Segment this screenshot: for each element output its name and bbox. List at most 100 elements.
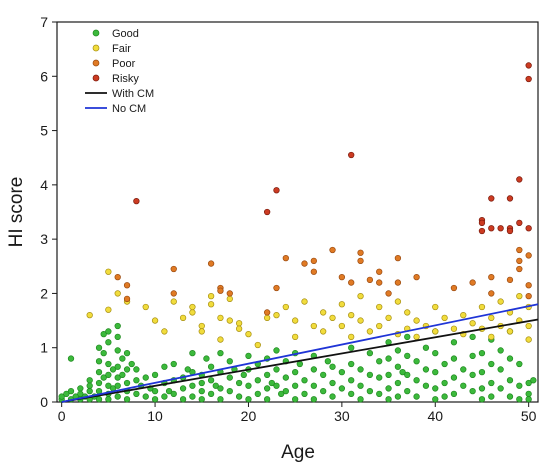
good-point-132 xyxy=(348,344,355,351)
fair-point-31 xyxy=(320,309,327,316)
good-point-192 xyxy=(497,366,504,373)
good-point-59 xyxy=(161,363,168,370)
good-point-63 xyxy=(170,360,177,368)
risky-point-8 xyxy=(488,225,495,232)
good-point-21 xyxy=(95,396,103,403)
x-tick-label-0: 0 xyxy=(58,408,66,424)
good-point-141 xyxy=(366,387,374,395)
good-point-152 xyxy=(394,379,402,387)
fair-point-70 xyxy=(525,336,532,343)
fair-point-69 xyxy=(525,322,532,330)
good-point-49 xyxy=(133,366,140,373)
good-point-112 xyxy=(282,387,289,395)
regression-lines xyxy=(61,303,539,403)
fair-point-1 xyxy=(105,268,112,275)
fair-point-34 xyxy=(338,301,346,308)
poor-point-0 xyxy=(114,273,121,281)
fair-point-32 xyxy=(320,328,327,335)
y-tick-label-4: 4 xyxy=(40,177,48,193)
good-point-47 xyxy=(123,396,131,403)
fair-point-0 xyxy=(86,311,93,319)
no-cm-trend-line xyxy=(61,303,539,403)
good-point-146 xyxy=(385,355,392,362)
good-point-89 xyxy=(226,387,233,395)
good-point-73 xyxy=(189,393,196,400)
good-point-198 xyxy=(516,360,523,368)
good-point-79 xyxy=(207,363,215,370)
good-point-37 xyxy=(114,363,121,370)
good-point-24 xyxy=(100,374,107,381)
fair-point-15 xyxy=(207,301,215,308)
with-cm-trend-line xyxy=(61,318,539,403)
fair-point-35 xyxy=(338,322,346,330)
good-point-72 xyxy=(189,382,196,389)
fair-point-44 xyxy=(394,298,402,305)
legend-marker-risky xyxy=(92,74,100,82)
legend-label-no-cm: No CM xyxy=(112,103,146,115)
legend-label-good: Good xyxy=(112,28,139,40)
fair-point-54 xyxy=(450,325,458,332)
fair-point-20 xyxy=(235,320,243,327)
poor-point-2 xyxy=(123,295,131,303)
good-point-185 xyxy=(478,385,486,392)
good-point-5 xyxy=(67,387,75,395)
good-point-1 xyxy=(58,393,65,400)
good-point-31 xyxy=(105,396,112,403)
good-point-154 xyxy=(399,368,406,376)
good-point-116 xyxy=(292,396,299,403)
poor-point-29 xyxy=(488,273,495,281)
good-point-102 xyxy=(263,371,271,379)
plot-frame xyxy=(56,21,539,403)
good-point-38 xyxy=(114,374,121,381)
legend-label-with-cm: With CM xyxy=(112,88,154,100)
good-point-53 xyxy=(142,374,149,381)
good-point-175 xyxy=(450,374,458,381)
good-point-103 xyxy=(263,385,271,392)
good-point-77 xyxy=(198,396,205,403)
fair-point-19 xyxy=(226,317,233,324)
good-point-97 xyxy=(245,396,252,403)
fair-point-38 xyxy=(357,292,364,300)
legend-label-fair: Fair xyxy=(112,43,131,55)
good-point-195 xyxy=(506,355,514,362)
good-point-50 xyxy=(133,377,140,384)
fair-point-42 xyxy=(376,322,383,330)
fair-point-51 xyxy=(432,303,439,311)
good-point-168 xyxy=(432,385,439,392)
good-point-43 xyxy=(123,349,131,357)
good-point-201 xyxy=(525,379,532,387)
y-tick-label-1: 1 xyxy=(40,340,48,356)
good-point-19 xyxy=(95,379,103,387)
poor-point-24 xyxy=(394,279,402,286)
good-point-143 xyxy=(376,374,383,381)
good-point-68 xyxy=(179,396,187,403)
good-point-80 xyxy=(207,377,215,384)
good-point-16 xyxy=(95,344,103,351)
good-point-96 xyxy=(245,382,252,389)
good-point-191 xyxy=(497,347,504,354)
fair-point-12 xyxy=(198,322,205,330)
poor-point-28 xyxy=(469,279,476,286)
x-tick-label-20: 20 xyxy=(241,408,257,424)
good-point-122 xyxy=(310,382,317,389)
good-point-137 xyxy=(357,382,364,389)
fair-point-23 xyxy=(254,341,261,349)
fair-point-43 xyxy=(385,314,392,322)
fair-point-13 xyxy=(198,328,205,335)
good-point-42 xyxy=(119,371,126,379)
poor-point-11 xyxy=(282,254,289,262)
fair-point-14 xyxy=(207,292,215,300)
good-point-147 xyxy=(385,371,392,379)
poor-point-33 xyxy=(516,246,523,254)
fair-point-8 xyxy=(170,298,177,305)
x-tick-label-40: 40 xyxy=(427,408,443,424)
good-point-70 xyxy=(189,349,196,357)
poor-point-30 xyxy=(488,290,495,297)
good-point-115 xyxy=(292,382,299,389)
good-point-159 xyxy=(413,358,420,365)
good-point-76 xyxy=(198,387,205,395)
fair-point-17 xyxy=(217,336,224,343)
fair-point-61 xyxy=(488,333,495,341)
risky-point-10 xyxy=(506,195,514,202)
